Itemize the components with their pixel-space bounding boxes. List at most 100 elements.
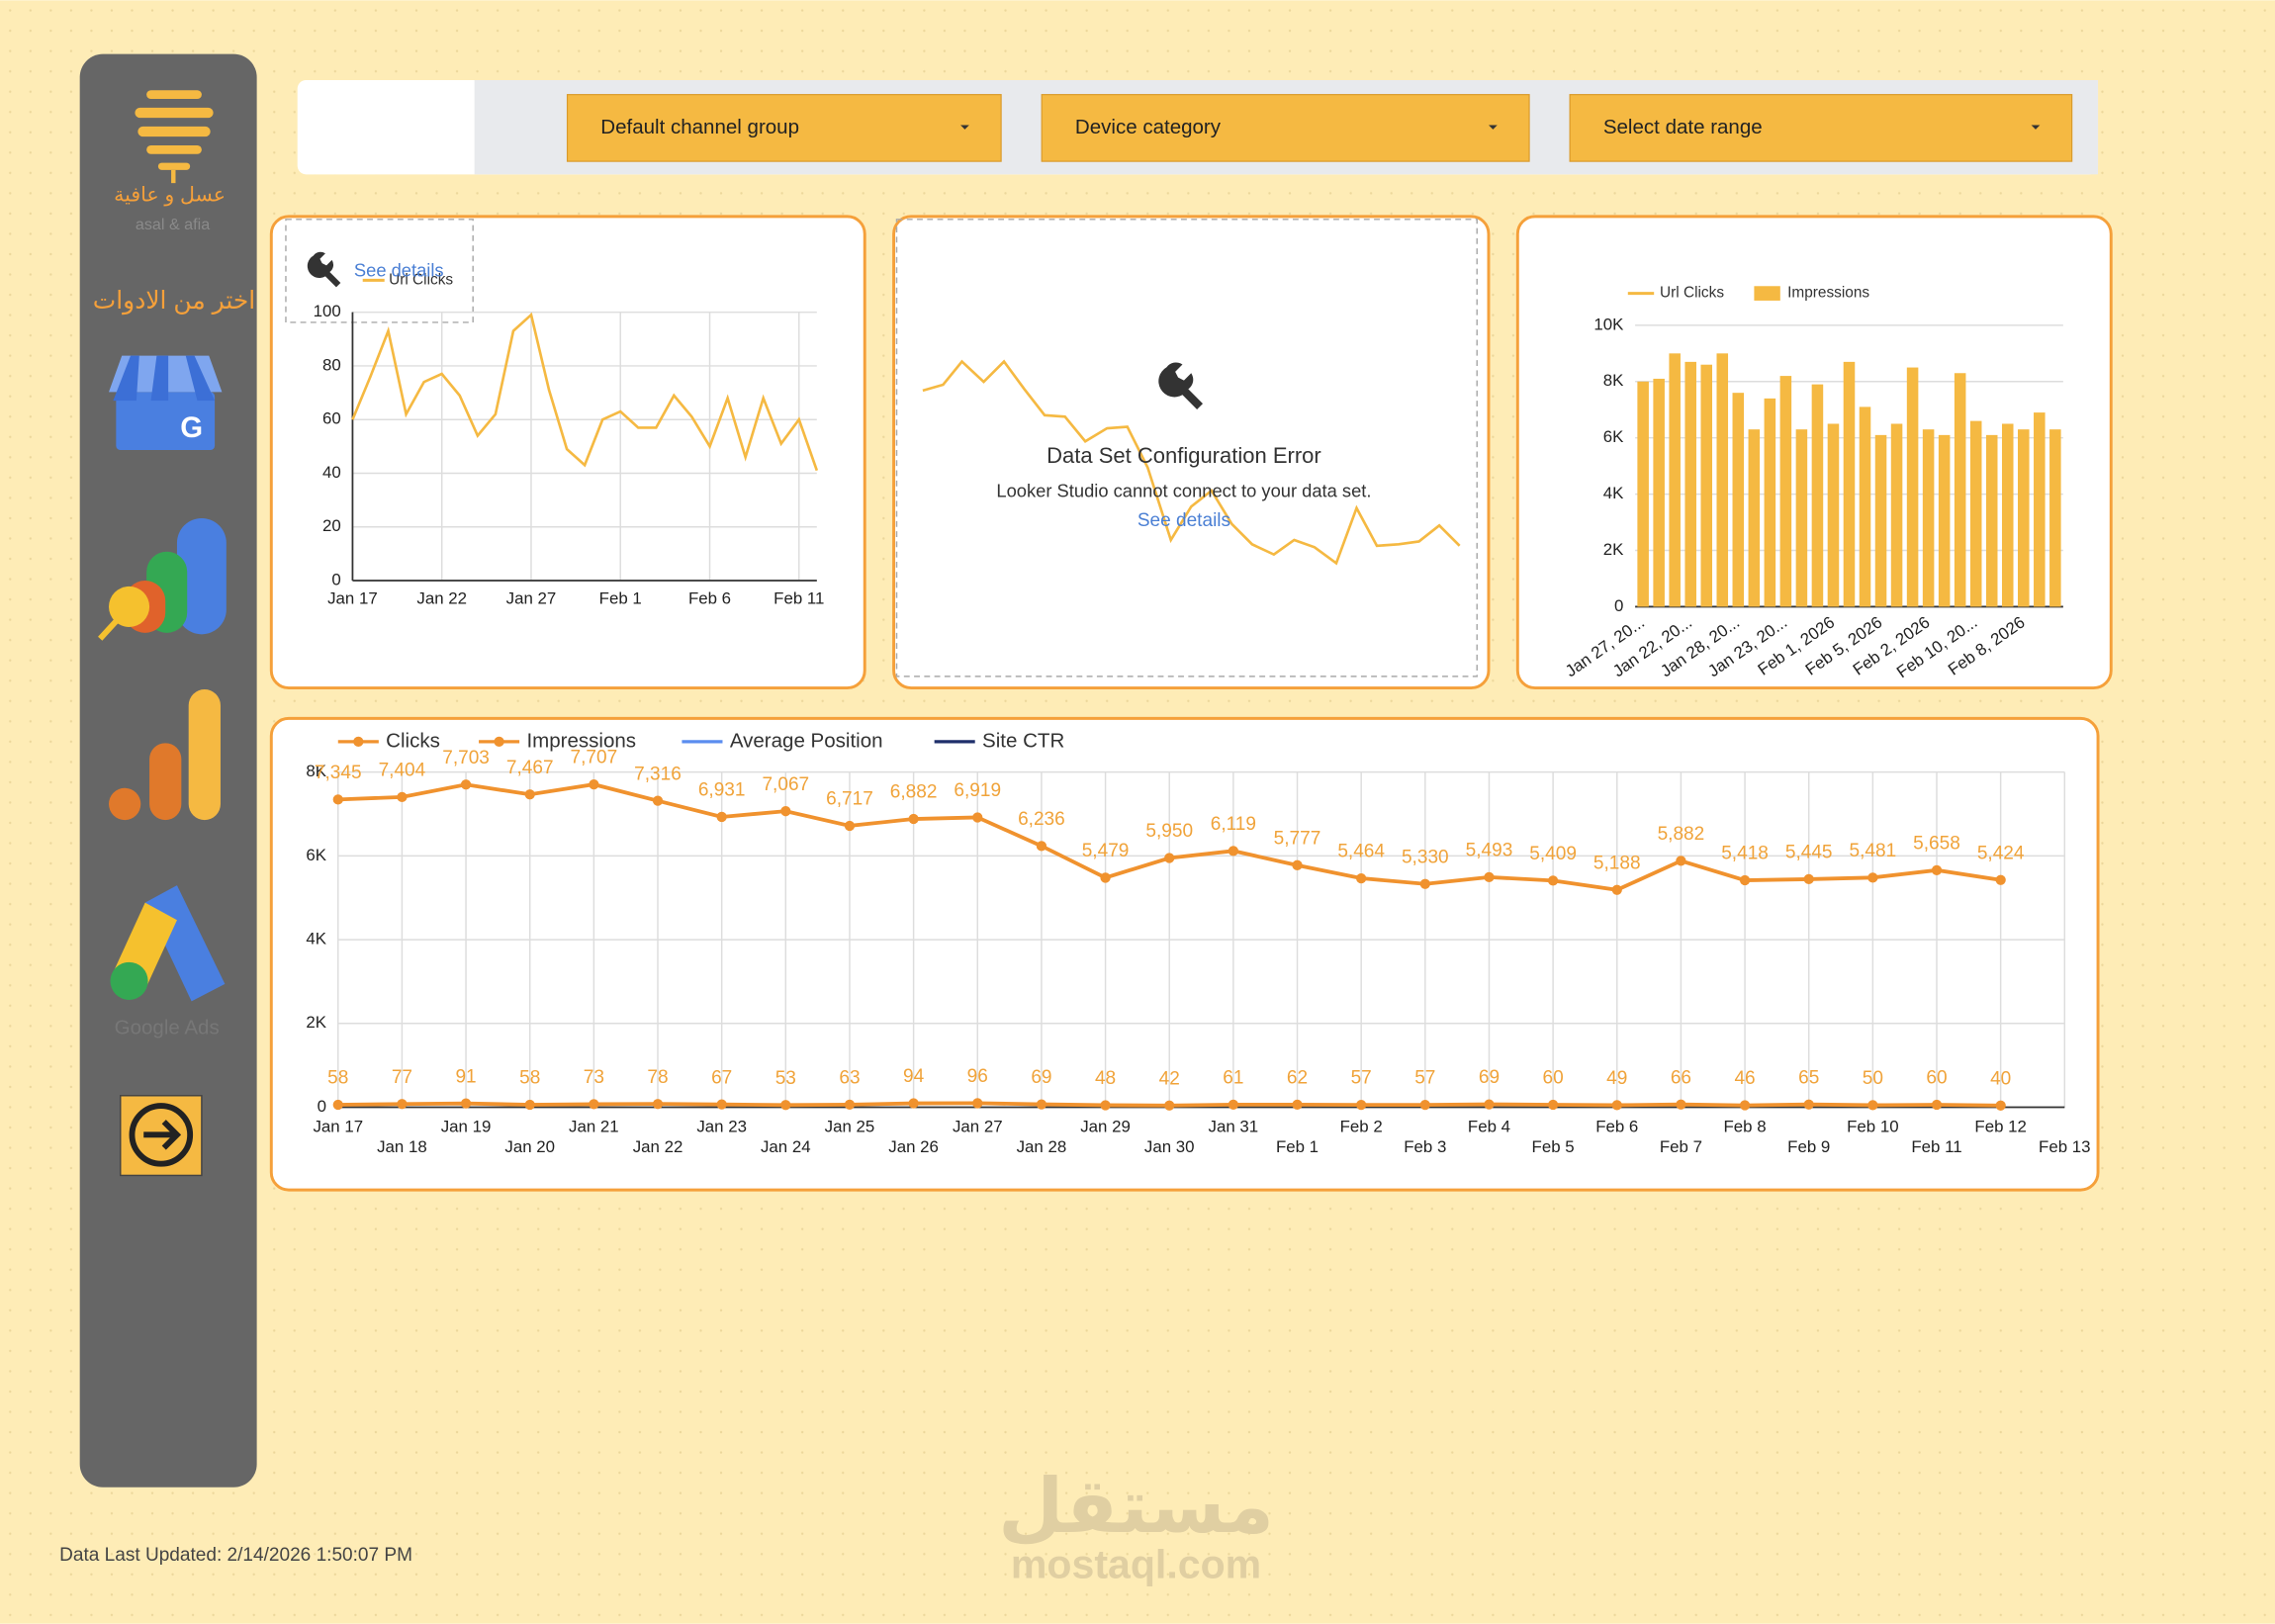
dropdown-label[interactable]: Select date range [1603,116,1763,138]
data-label: 5,409 [1529,844,1577,864]
data-label: 69 [1479,1067,1500,1088]
bar [1732,393,1745,607]
y-tick-label: 6K [306,846,326,864]
dropdown-box[interactable] [1041,94,1530,162]
bar [1890,423,1903,607]
bar [2034,412,2046,607]
bar [1700,364,1713,607]
dropdown[interactable]: Default channel group [566,94,1002,162]
dropdown[interactable]: Select date range [1569,94,2073,162]
bar [1795,429,1808,607]
point [1100,872,1111,883]
point [1867,872,1878,883]
x-tick-label: Feb 12 [1974,1117,2026,1135]
data-label: 48 [1095,1068,1116,1089]
data-label: 5,777 [1274,828,1321,849]
analytics-icon[interactable] [98,517,227,641]
point [1036,1099,1047,1110]
dropdown-box[interactable] [1569,94,2073,162]
point [1100,1100,1111,1111]
data-label: 66 [1671,1067,1691,1088]
x-tick-label: Feb 2 [1340,1117,1383,1135]
point [1036,841,1047,852]
card [269,716,2100,1192]
data-label: 6,919 [954,780,1001,801]
series-line [351,312,819,472]
point [908,813,919,825]
point [1228,846,1238,857]
footer: Data Last Updated: 2/14/2026 1:50:07 PM [59,1545,412,1566]
point [1164,853,1175,863]
bar [1811,384,1824,607]
legend-label: Site CTR [982,729,1064,752]
dropdown-arrow[interactable] [960,125,969,130]
x-tick-label: Feb 9 [1787,1137,1830,1156]
bar [2049,429,2061,607]
y-tick-label: 8K [306,762,326,780]
data-label: 5,188 [1593,853,1641,873]
y-tick-label: 40 [322,463,341,482]
legend-label: Url Clicks [389,271,453,288]
data-label: 7,467 [506,758,554,778]
point [1995,874,2006,885]
point [716,1099,727,1110]
point [524,1099,535,1111]
data-label: 60 [1926,1068,1947,1089]
bar [1684,361,1696,607]
dropdown-arrow[interactable] [2031,125,2041,130]
point [1484,1099,1495,1110]
see-details-link[interactable]: See details [1138,510,1230,531]
data-label: 5,950 [1145,821,1193,842]
dropdown[interactable]: Device category [1041,94,1530,162]
point [1931,1099,1943,1111]
data-label: 65 [1798,1067,1819,1088]
data-label: 5,481 [1850,841,1897,861]
legend-dot [353,736,364,747]
data-label: 50 [1863,1068,1883,1089]
data-label: 94 [903,1066,925,1087]
data-label: 58 [327,1068,348,1089]
x-tick-label: Jan 30 [1144,1137,1195,1156]
next-button[interactable] [120,1095,203,1177]
point [332,1099,343,1111]
x-tick-label: Feb 10 [1847,1117,1899,1135]
see-details-link[interactable]: See details [354,259,444,280]
placeholder-line [922,359,1461,566]
y-tick-label: 100 [314,302,341,320]
dropdown-box[interactable] [566,94,1002,162]
data-label: 78 [647,1067,668,1088]
brand: عسل و عافية [114,184,226,207]
google-analytics-icon[interactable] [109,689,221,821]
data-label: 69 [1031,1067,1051,1088]
point [1676,856,1686,866]
data-label: 73 [584,1067,604,1088]
data-label: 5,658 [1913,833,1960,854]
google-ads-icon[interactable] [110,885,226,1002]
legend-swatch [1754,286,1780,301]
bar [1843,361,1856,607]
point [844,1099,856,1110]
x-tick-label: Feb 5 [1532,1137,1575,1156]
bar [1637,381,1649,607]
data-label: 5,882 [1658,824,1705,845]
google-business-icon[interactable]: G [109,355,223,451]
x-tick-label: Jan 21 [569,1117,619,1135]
point [1611,884,1622,895]
point [397,1099,408,1110]
svg-text:G: G [180,411,203,444]
dropdown-label[interactable]: Device category [1075,116,1222,138]
x-tick-label: Jan 17 [313,1117,363,1135]
bar [2018,429,2030,607]
data-label: 63 [839,1067,860,1088]
data-label: 96 [967,1066,988,1087]
point [524,789,535,800]
wrench-icon [1158,362,1204,409]
bar [1969,420,1982,607]
point [652,795,664,806]
bar [1764,398,1776,607]
dropdown-label[interactable]: Default channel group [600,116,799,138]
dropdown-arrow[interactable] [1488,125,1498,130]
bar [1748,429,1761,607]
data-label: 5,464 [1337,842,1385,862]
point [589,778,599,790]
